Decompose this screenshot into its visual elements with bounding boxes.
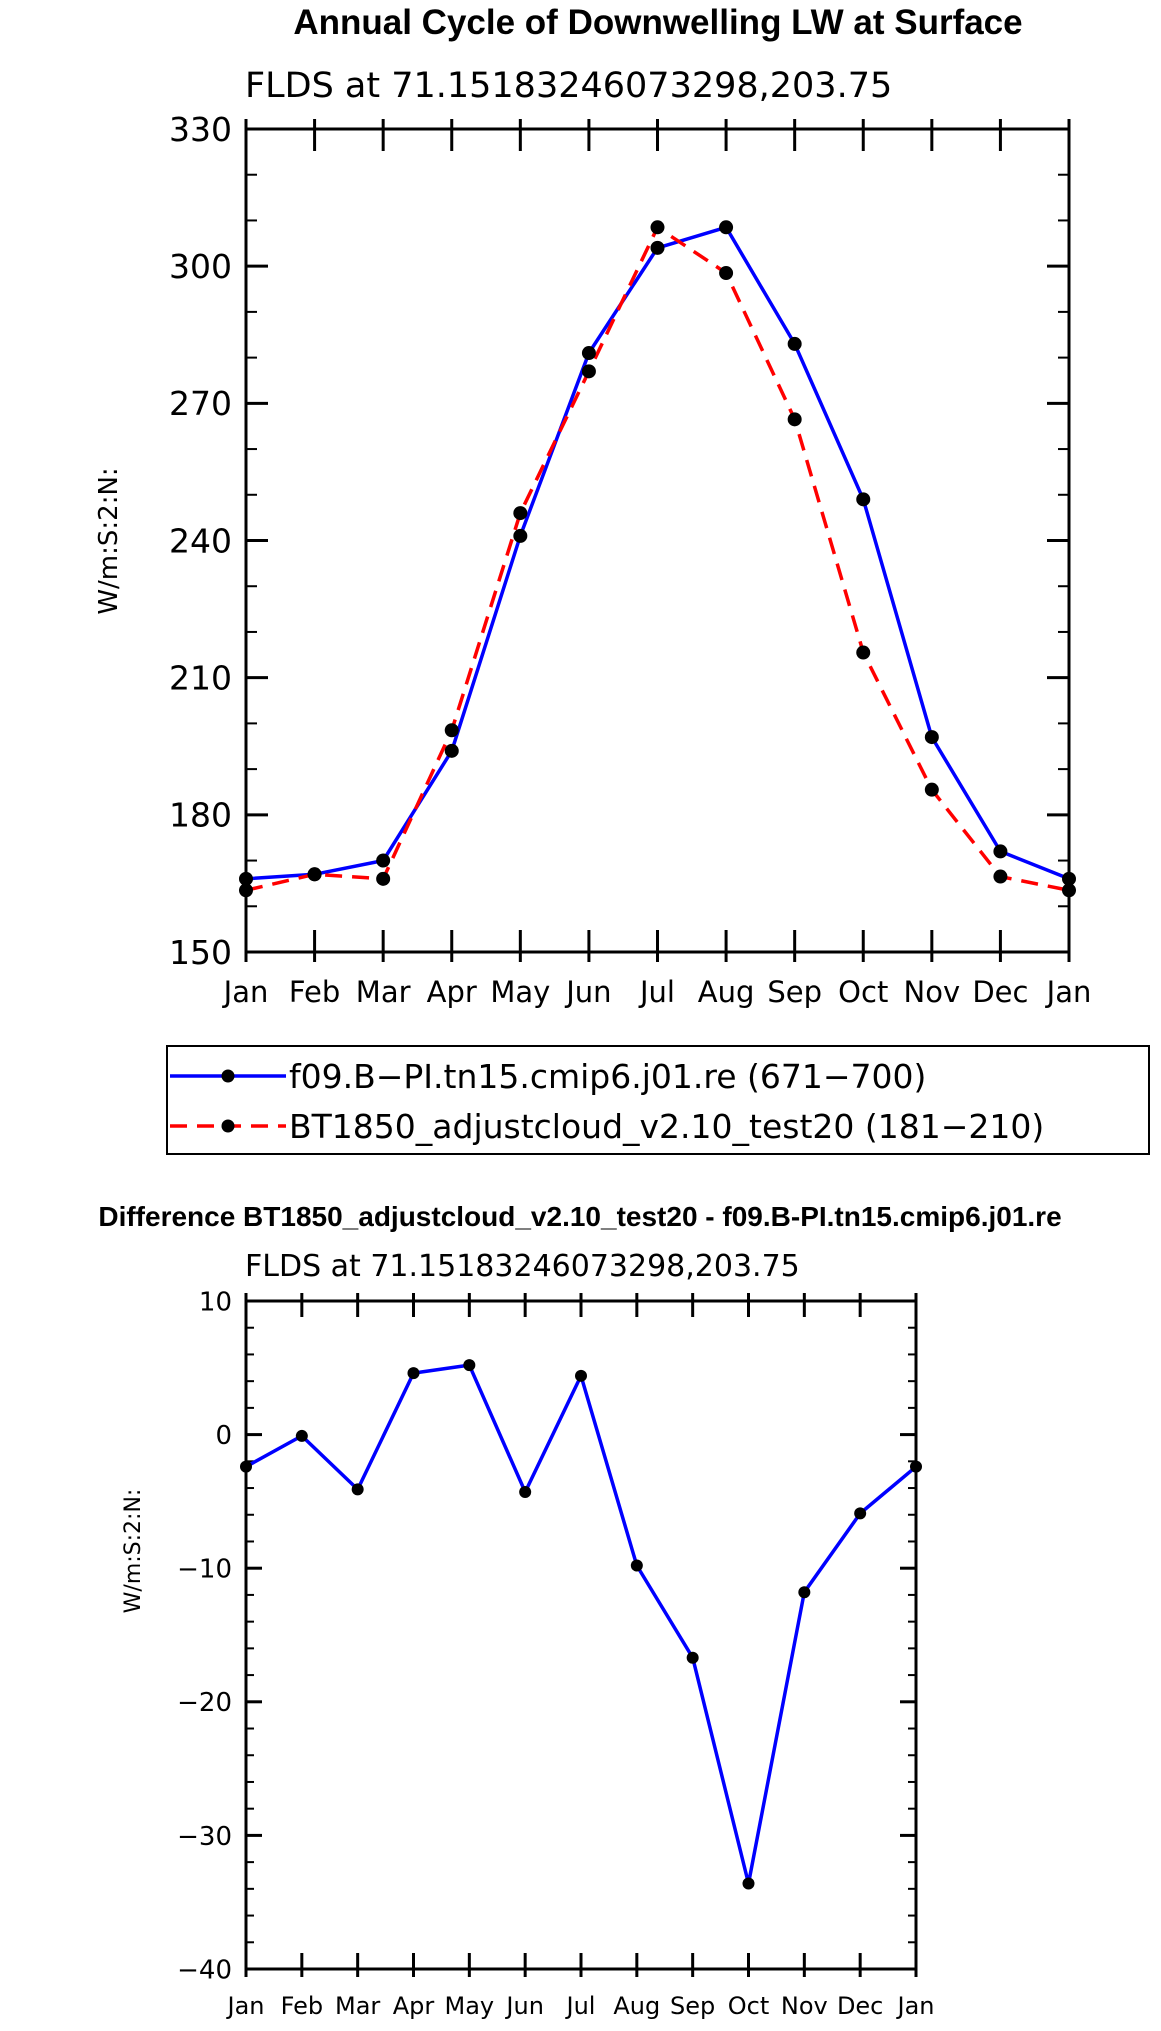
x-tick-label: Nov bbox=[781, 1992, 828, 2020]
series-2-point-7 bbox=[650, 220, 665, 235]
x-tick-label: Jun bbox=[504, 1992, 544, 2020]
series-2-point-12 bbox=[993, 869, 1008, 884]
series-2-point-6 bbox=[581, 364, 596, 379]
y-tick-label: −20 bbox=[177, 1688, 232, 1718]
series-1-point-8 bbox=[630, 1559, 643, 1572]
x-tick-label: Feb bbox=[289, 975, 340, 1009]
x-tick-label: May bbox=[490, 975, 550, 1009]
x-tick-label: Jan bbox=[222, 975, 269, 1009]
legend-label-series-1: f09.B−PI.tn15.cmip6.j01.re (671−700) bbox=[289, 1057, 926, 1096]
series-1-point-6 bbox=[519, 1486, 532, 1499]
x-tick-label: Jan bbox=[1045, 975, 1092, 1009]
y-tick-label: 210 bbox=[169, 659, 232, 698]
chart1-legend: f09.B−PI.tn15.cmip6.j01.re (671−700) BT1… bbox=[166, 1045, 1150, 1155]
x-tick-label: Dec bbox=[972, 975, 1028, 1009]
chart2-subtitle: FLDS at 71.15183246073298,203.75 bbox=[245, 1249, 800, 1284]
legend-marker-series-1 bbox=[221, 1069, 235, 1083]
chart2-title: Difference BT1850_adjustcloud_v2.10_test… bbox=[98, 1201, 1061, 1232]
x-tick-label: Jun bbox=[564, 975, 611, 1009]
series-line-2 bbox=[245, 225, 1070, 893]
x-tick-label: May bbox=[445, 1992, 495, 2020]
series-line-1 bbox=[245, 1363, 918, 1886]
y-tick-label: 0 bbox=[215, 1421, 232, 1451]
x-tick-label: Mar bbox=[335, 1992, 380, 2020]
series-2-point-11 bbox=[924, 782, 939, 797]
x-tick-label: Oct bbox=[728, 1992, 770, 2020]
chart2-ylabel: W/m:S:2:N: bbox=[121, 1489, 146, 1614]
x-tick-label: Sep bbox=[767, 975, 822, 1009]
y-tick-label: 180 bbox=[169, 796, 232, 835]
y-tick-label: 10 bbox=[199, 1287, 232, 1317]
y-tick-label: 270 bbox=[169, 384, 232, 423]
legend-item-series-2: BT1850_adjustcloud_v2.10_test20 (181−210… bbox=[170, 1107, 1044, 1146]
chart1-title: Annual Cycle of Downwelling LW at Surfac… bbox=[293, 3, 1022, 42]
series-1-point-12 bbox=[854, 1507, 867, 1520]
series-1-point-5 bbox=[513, 528, 528, 543]
x-tick-label: Nov bbox=[904, 975, 961, 1009]
series-2-point-4 bbox=[444, 723, 459, 738]
series-1-point-7 bbox=[575, 1369, 587, 1382]
legend-label-series-2: BT1850_adjustcloud_v2.10_test20 (181−210… bbox=[289, 1107, 1044, 1146]
chart1-subtitle: FLDS at 71.15183246073298,203.75 bbox=[245, 66, 892, 106]
legend-box bbox=[166, 1045, 1150, 1155]
y-tick-label: 240 bbox=[169, 521, 232, 560]
series-1-point-12 bbox=[993, 844, 1008, 859]
chart1-ylabel: W/m:S:2:N: bbox=[94, 467, 124, 614]
series-2-point-8 bbox=[719, 266, 734, 281]
y-tick-label: 150 bbox=[169, 933, 232, 972]
x-tick-label: Aug bbox=[613, 1992, 660, 2020]
series-2-point-2 bbox=[307, 867, 322, 882]
series-1-point-3 bbox=[376, 853, 391, 868]
series-1-point-4 bbox=[407, 1367, 420, 1380]
series-1-point-11 bbox=[924, 730, 939, 745]
y-tick-label: 330 bbox=[169, 110, 232, 149]
y-tick-label: −30 bbox=[177, 1822, 232, 1852]
legend-marker-series-2 bbox=[221, 1119, 235, 1133]
x-tick-label: Apr bbox=[427, 975, 477, 1009]
x-tick-label: Mar bbox=[356, 975, 411, 1009]
series-2-point-5 bbox=[513, 506, 528, 521]
annual-cycle-chart: Annual Cycle of Downwelling LW at Surfac… bbox=[94, 3, 1150, 1155]
series-1-point-9 bbox=[686, 1651, 699, 1664]
x-tick-label: Dec bbox=[837, 1992, 883, 2020]
series-1-point-9 bbox=[787, 336, 802, 351]
x-tick-label: Jan bbox=[896, 1992, 935, 2020]
difference-chart: Difference BT1850_adjustcloud_v2.10_test… bbox=[98, 1201, 1061, 2020]
series-2-point-10 bbox=[856, 645, 871, 660]
y-tick-label: −40 bbox=[177, 1955, 232, 1985]
x-tick-label: Oct bbox=[838, 975, 888, 1009]
x-tick-label: Jul bbox=[565, 1992, 596, 2020]
series-2-point-9 bbox=[787, 412, 802, 427]
y-tick-label: 300 bbox=[169, 247, 232, 286]
x-tick-label: Jul bbox=[638, 975, 675, 1009]
x-tick-label: Sep bbox=[670, 1992, 715, 2020]
x-tick-label: Feb bbox=[281, 1992, 324, 2020]
series-1-point-10 bbox=[742, 1877, 755, 1890]
series-1-point-7 bbox=[650, 240, 665, 255]
series-1-point-2 bbox=[295, 1429, 308, 1442]
series-1-point-3 bbox=[351, 1483, 364, 1496]
x-tick-label: Jan bbox=[226, 1992, 265, 2020]
x-tick-label: Apr bbox=[393, 1992, 435, 2020]
series-line-1 bbox=[245, 225, 1070, 881]
series-1-point-10 bbox=[856, 492, 871, 507]
x-tick-label: Aug bbox=[698, 975, 755, 1009]
legend-item-series-1: f09.B−PI.tn15.cmip6.j01.re (671−700) bbox=[170, 1057, 926, 1096]
y-tick-label: −10 bbox=[177, 1555, 232, 1585]
series-1-point-11 bbox=[798, 1586, 811, 1599]
series-1-point-4 bbox=[444, 743, 459, 758]
chart2-plot-frame bbox=[244, 1299, 918, 1971]
series-1-point-8 bbox=[719, 220, 734, 235]
series-2-point-3 bbox=[376, 871, 391, 886]
series-1-point-5 bbox=[463, 1359, 476, 1372]
chart1-plot-frame bbox=[244, 127, 1071, 954]
series-1-point-6 bbox=[581, 346, 596, 361]
